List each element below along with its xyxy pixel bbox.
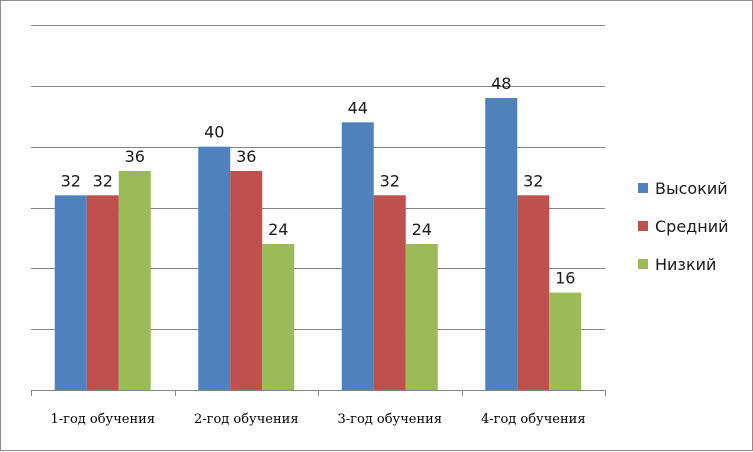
legend-label-Высокий: Высокий [655,179,728,198]
x-axis: 1-год обучения 2-год обучения 3-год обучен… [31,390,606,427]
data-label-Низкий-1: 36 [125,147,145,166]
data-label-Средний-3: 32 [380,171,400,190]
bar-Высокий-3 [341,122,374,390]
bar-Высокий-4 [485,98,518,390]
legend: Высокий Средний Низкий [638,179,729,274]
data-label-Средний-4: 32 [523,171,543,190]
bar-Низкий-1 [118,171,151,390]
data-label-Высокий-2: 40 [204,123,224,142]
legend-swatch-Средний [638,221,648,231]
bar-Средний-4 [517,195,550,390]
bar-Высокий-2 [198,146,231,390]
bar-Средний-2 [230,171,263,390]
x-tick-label-1: 1-год обучения [50,412,155,427]
bars [54,98,582,390]
legend-label-Средний: Средний [655,217,729,236]
data-label-Высокий-4: 48 [491,74,511,93]
bar-Низкий-4 [549,292,582,390]
data-label-Низкий-3: 24 [412,220,432,239]
x-tick-label-3: 3-год обучения [337,412,442,427]
bar-Высокий-1 [54,195,87,390]
bar-Низкий-2 [262,244,295,390]
x-tick-label-4: 4-год обучения [481,412,586,427]
x-tick-label-2: 2-год обучения [194,412,299,427]
data-label-Высокий-3: 44 [348,98,368,117]
bar-Средний-1 [86,195,119,390]
data-labels: 32 32 36 40 36 24 44 32 24 48 32 16 [61,74,576,288]
legend-label-Низкий: Низкий [655,255,716,274]
bar-Средний-3 [373,195,406,390]
legend-swatch-Высокий [638,183,648,193]
data-label-Средний-2: 36 [236,147,256,166]
bar-Низкий-3 [405,244,438,390]
data-label-Средний-1: 32 [93,171,113,190]
data-label-Низкий-4: 16 [555,269,575,288]
legend-swatch-Низкий [638,259,648,269]
data-label-Низкий-2: 24 [268,220,288,239]
data-label-Высокий-1: 32 [61,171,81,190]
